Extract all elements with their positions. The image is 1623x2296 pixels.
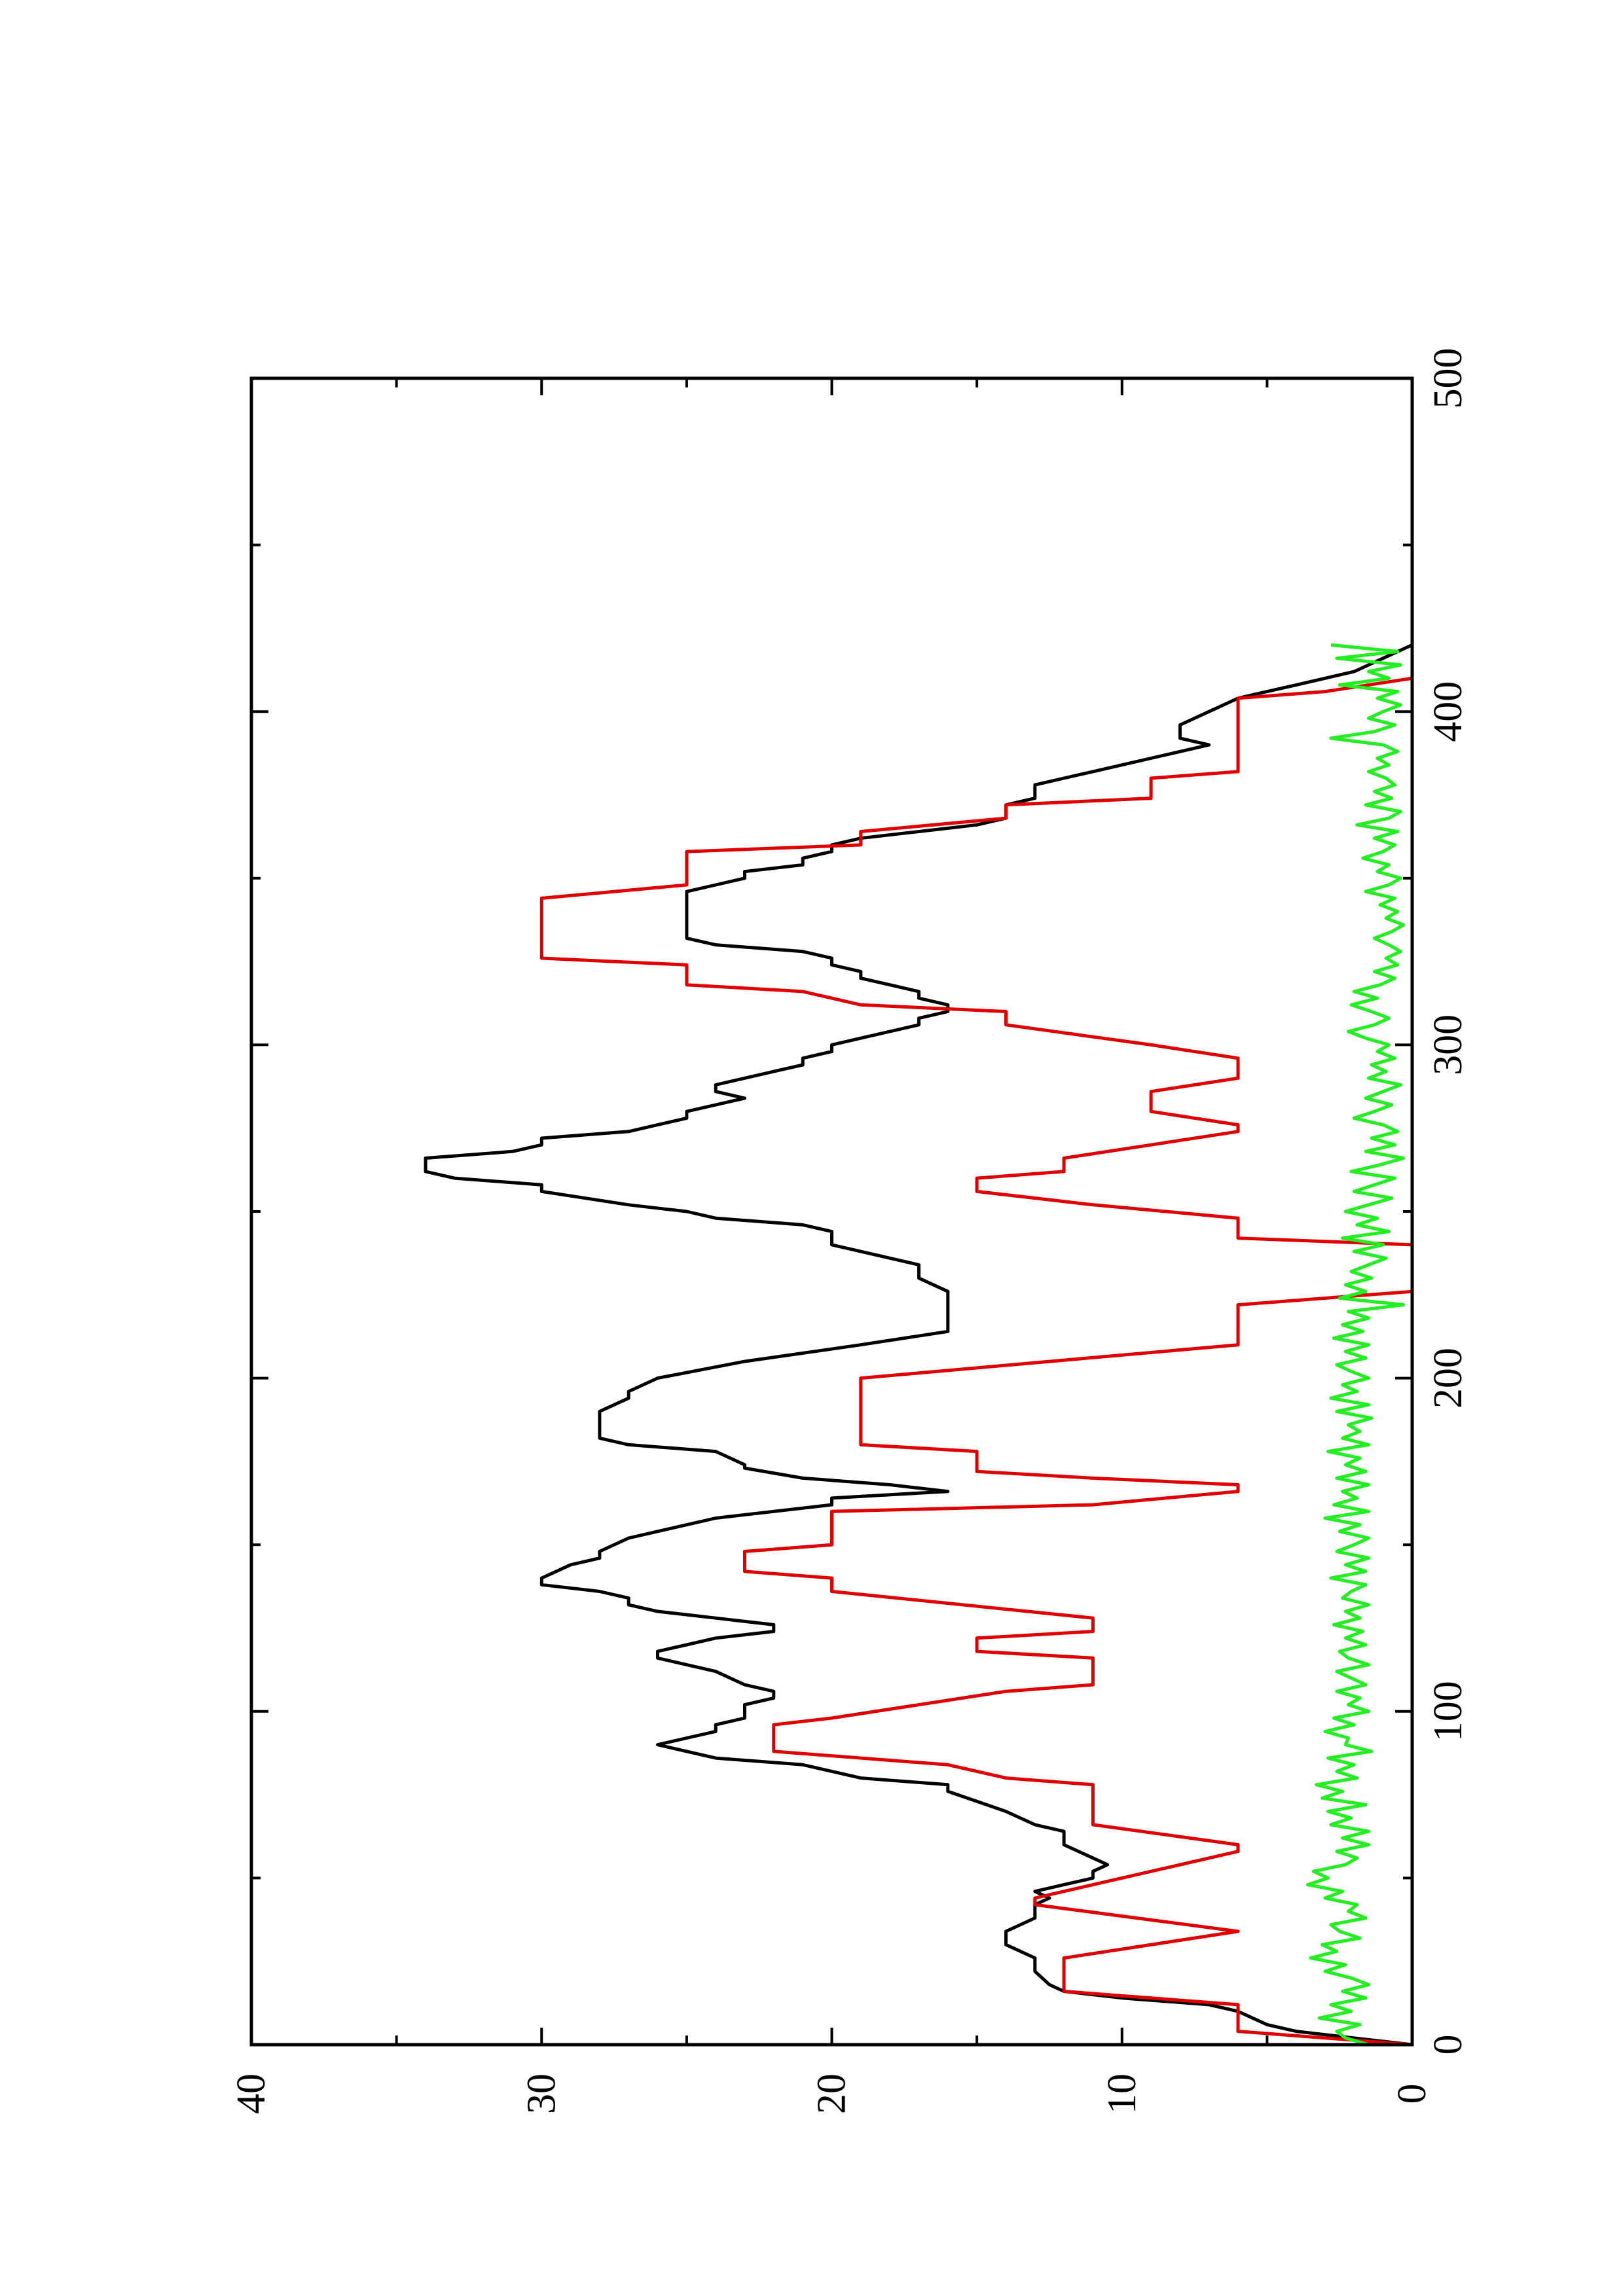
y-tick-label: 40 [229, 2073, 274, 2114]
x-tick-label: 300 [1426, 1014, 1470, 1075]
x-tick-label: 100 [1426, 1681, 1470, 1742]
x-tick-label: 200 [1426, 1348, 1470, 1408]
y-tick-label: 10 [1100, 2073, 1144, 2114]
x-tick-label: 500 [1426, 348, 1470, 409]
axis-ticks [250, 377, 1413, 2046]
y-tick-label: 30 [519, 2073, 564, 2114]
data-series [424, 643, 1414, 2047]
y-tick-label: 0 [1390, 2084, 1434, 2104]
x-tick-label: 400 [1426, 681, 1470, 742]
tick-labels: 0 100 200 300 400 500 0 10 20 30 40 [229, 348, 1470, 2115]
x-tick-label: 0 [1426, 2035, 1470, 2055]
y-tick-label: 20 [810, 2073, 854, 2114]
series-line-3 [1305, 643, 1406, 2047]
plot-frame [249, 376, 1414, 2047]
series-line-2 [539, 676, 1414, 2047]
series-line-1 [424, 643, 1413, 2047]
